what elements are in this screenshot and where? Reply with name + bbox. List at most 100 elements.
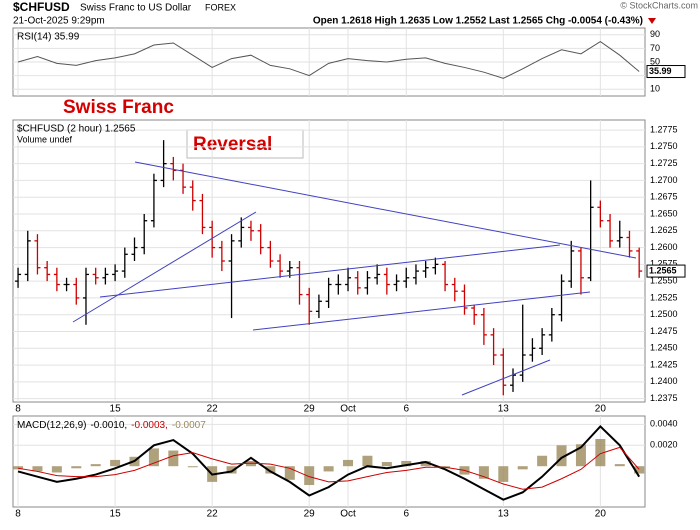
y-tick-label: 1.2725	[650, 158, 678, 168]
y-tick-label: 0.0020	[650, 440, 678, 450]
histogram-bar	[575, 444, 586, 467]
x-tick-label: 6	[403, 404, 409, 415]
y-tick-label: 1.2675	[650, 192, 678, 202]
histogram-bar	[343, 459, 354, 467]
x-tick-label: 22	[207, 404, 219, 415]
y-tick-label: 1.2500	[650, 309, 678, 319]
histogram-bar	[381, 462, 392, 467]
histogram-bar	[226, 466, 237, 474]
copyright: © StockCharts.com	[620, 0, 698, 10]
x-tick-label: 15	[110, 404, 122, 415]
histogram-bar	[187, 466, 198, 468]
histogram-bar	[245, 460, 256, 467]
histogram-bar	[362, 455, 373, 467]
x-tick-label: 20	[595, 509, 607, 520]
y-tick-label: 1.2525	[650, 292, 678, 302]
histogram-bar	[634, 466, 645, 474]
exchange: FOREX	[205, 2, 236, 12]
histogram-bar	[498, 466, 509, 482]
trend-line	[99, 244, 561, 298]
y-tick-label: 1.2475	[650, 326, 678, 336]
histogram-bar	[537, 455, 548, 467]
histogram-bar	[284, 466, 295, 480]
x-tick-label: 8	[15, 509, 21, 520]
x-tick-label: 6	[403, 509, 409, 520]
last-value-box	[646, 65, 686, 79]
x-tick-label: Oct	[340, 509, 356, 520]
macd-label: MACD(12,26,9)	[17, 420, 86, 431]
last-value: 35.99	[649, 66, 672, 76]
histogram-bar	[420, 460, 431, 467]
annotation: Reversal	[193, 134, 272, 155]
trend-line	[461, 359, 551, 396]
histogram-bar	[614, 464, 625, 467]
trend-line	[134, 161, 637, 259]
panel-frame	[12, 415, 646, 508]
panel-title: MACD(12,26,9) -0.0010, -0.0003, -0.0007	[17, 420, 206, 431]
y-tick-label: 1.2600	[650, 242, 678, 252]
legend-value: -0.0010,	[90, 420, 127, 431]
histogram-bar	[110, 459, 121, 467]
y-tick-label: 0.0040	[650, 419, 678, 429]
date: 21-Oct-2025 9:29pm	[13, 16, 105, 27]
macd-line	[17, 446, 640, 490]
y-tick-label: 1.2550	[650, 276, 678, 286]
x-tick-label: Oct	[340, 404, 356, 415]
legend-value: -0.0007	[172, 420, 206, 431]
y-tick-label: 1.2575	[650, 259, 678, 269]
histogram-bar	[595, 439, 606, 467]
y-tick-label: 1.2450	[650, 343, 678, 353]
panel-subtitle: Volume undef	[17, 134, 73, 144]
histogram-bar	[304, 466, 315, 486]
y-tick-label: 1.2775	[650, 124, 678, 134]
panel-title: RSI(14) 35.99	[17, 32, 80, 43]
panel-frame	[12, 119, 646, 403]
histogram-bar	[168, 450, 179, 467]
down-arrow	[648, 18, 656, 24]
y-tick-label: 90	[650, 29, 660, 39]
annotation: Swiss Franc	[63, 97, 174, 118]
y-tick-label: 1.2650	[650, 208, 678, 218]
symbol: $CHFUSD	[13, 0, 70, 14]
last-value: 1.2565	[649, 265, 677, 275]
y-tick-label: 1.2375	[650, 393, 678, 403]
y-tick-label: 1.2750	[650, 141, 678, 151]
histogram-bar	[32, 466, 43, 472]
histogram-bar	[13, 466, 24, 470]
histogram-bar	[401, 460, 412, 467]
y-tick-label: 1.2700	[650, 175, 678, 185]
x-tick-label: 13	[498, 404, 510, 415]
x-tick-label: 29	[304, 509, 316, 520]
instrument-name: Swiss Franc to US Dollar	[80, 3, 192, 14]
histogram-bar	[51, 466, 62, 473]
x-tick-label: 29	[304, 404, 316, 415]
legend-value: -0.0003,	[131, 420, 168, 431]
x-tick-label: 22	[207, 509, 219, 520]
histogram-bar	[265, 466, 276, 474]
y-tick-label: 70	[650, 43, 660, 53]
histogram-bar	[517, 466, 528, 470]
y-tick-label: 1.2425	[650, 359, 678, 369]
x-tick-label: 20	[595, 404, 607, 415]
y-tick-label: 50	[650, 56, 660, 66]
quote: Open 1.2618 High 1.2635 Low 1.2552 Last …	[313, 16, 643, 27]
x-tick-label: 15	[110, 509, 122, 520]
y-tick-label: 1.2625	[650, 225, 678, 235]
annotation-box	[186, 129, 304, 159]
y-tick-label: 10	[650, 84, 660, 94]
macd-line	[17, 425, 641, 501]
trend-line	[252, 291, 591, 331]
histogram-bar	[323, 466, 334, 472]
trend-line	[72, 211, 257, 323]
trend-lines	[72, 161, 637, 396]
last-value-box	[646, 264, 686, 278]
histogram-bar	[71, 466, 82, 469]
x-tick-label: 13	[498, 509, 510, 520]
panel-title: $CHFUSD (2 hour) 1.2565	[17, 124, 136, 135]
x-tick-label: 8	[15, 404, 21, 415]
rsi-line	[17, 40, 640, 79]
y-tick-label: 1.2400	[650, 376, 678, 386]
histogram-bar	[148, 448, 159, 467]
